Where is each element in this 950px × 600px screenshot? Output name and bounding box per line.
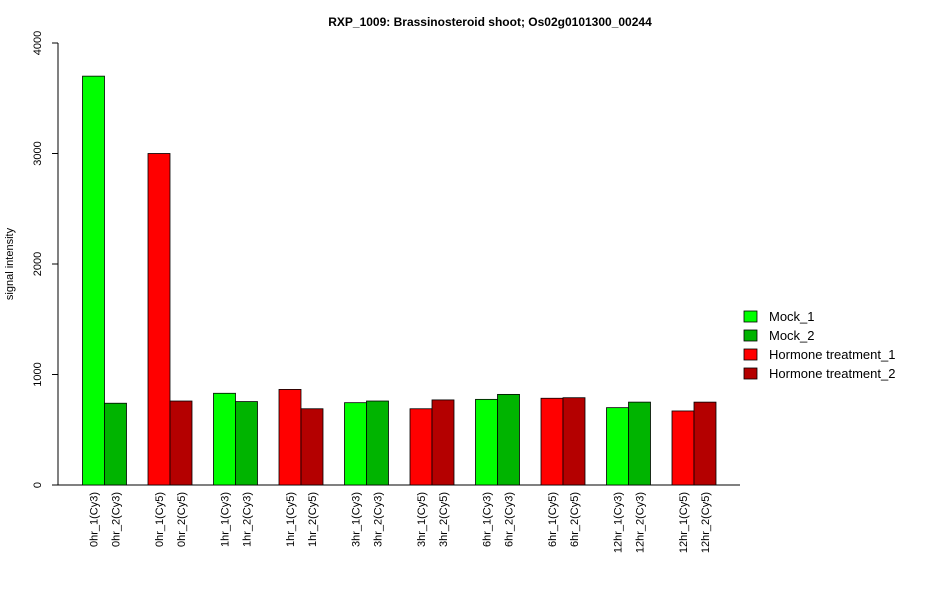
bar (671, 410, 695, 486)
x-tick-label: 12hr_1(Cy3) (613, 492, 625, 553)
x-tick-label: 1hr_2(Cy5) (307, 492, 319, 547)
x-tick-label: 1hr_1(Cy5) (285, 492, 297, 547)
bar (693, 401, 717, 486)
x-tick-label: 1hr_1(Cy3) (220, 492, 232, 547)
bar (147, 153, 171, 486)
bar (235, 401, 258, 486)
x-tick-labels: 0hr_1(Cy3) 0hr_2(Cy3) 0hr_1(Cy5) 0hr_2(Cy5)… (89, 492, 713, 553)
legend-label: Hormone treatment_2 (769, 366, 895, 381)
chart-title: RXP_1009: Brassinosteroid shoot; Os02g01… (328, 15, 652, 29)
bar (409, 408, 433, 486)
legend-label: Mock_1 (769, 309, 815, 324)
bar (104, 402, 127, 486)
bar (562, 397, 586, 486)
bar (366, 400, 389, 486)
x-tick-label: 3hr_2(Cy5) (438, 492, 450, 547)
x-tick-label: 12hr_2(Cy3) (635, 492, 647, 553)
y-axis-label: signal intensity (4, 227, 16, 300)
y-tick-label: 4000 (32, 31, 44, 55)
x-tick-label: 3hr_1(Cy3) (351, 492, 363, 547)
bar (213, 392, 236, 486)
legend-swatch (743, 348, 758, 361)
bar (169, 400, 193, 486)
bar (82, 75, 105, 486)
y-tick-label: 1000 (32, 362, 44, 386)
bar (300, 408, 324, 486)
x-tick-label: 6hr_1(Cy3) (482, 492, 494, 547)
x-tick-label: 6hr_1(Cy5) (547, 492, 559, 547)
x-tick-label: 6hr_2(Cy5) (569, 492, 581, 547)
x-tick-label: 12hr_1(Cy5) (678, 492, 690, 553)
x-tick-label: 3hr_2(Cy3) (373, 492, 385, 547)
legend: Mock_1 Mock_2 Hormone treatment_1 Hormone t… (743, 309, 895, 381)
y-axis: 0 1000 2000 3000 4000 (32, 31, 59, 488)
y-tick-label: 2000 (32, 252, 44, 276)
bar (540, 397, 564, 486)
bars-group (82, 75, 717, 486)
bar (606, 407, 629, 486)
legend-label: Hormone treatment_1 (769, 347, 895, 362)
bar (628, 401, 651, 486)
bar (475, 398, 498, 486)
bar (278, 389, 302, 486)
bar (431, 399, 455, 486)
x-tick-label: 3hr_1(Cy5) (416, 492, 428, 547)
x-tick-label: 6hr_2(Cy3) (504, 492, 516, 547)
x-tick-label: 0hr_2(Cy3) (111, 492, 123, 547)
x-tick-label: 0hr_1(Cy5) (154, 492, 166, 547)
x-tick-label: 1hr_2(Cy3) (242, 492, 254, 547)
legend-swatch (743, 310, 758, 323)
bar (344, 402, 367, 486)
legend-label: Mock_2 (769, 328, 815, 343)
legend-swatch (743, 367, 758, 380)
y-tick-label: 0 (32, 482, 44, 488)
legend-swatch (743, 329, 758, 342)
y-tick-label: 3000 (32, 141, 44, 165)
x-tick-label: 0hr_1(Cy3) (89, 492, 101, 547)
bar (497, 393, 520, 486)
x-tick-label: 0hr_2(Cy5) (176, 492, 188, 547)
x-tick-label: 12hr_2(Cy5) (700, 492, 712, 553)
